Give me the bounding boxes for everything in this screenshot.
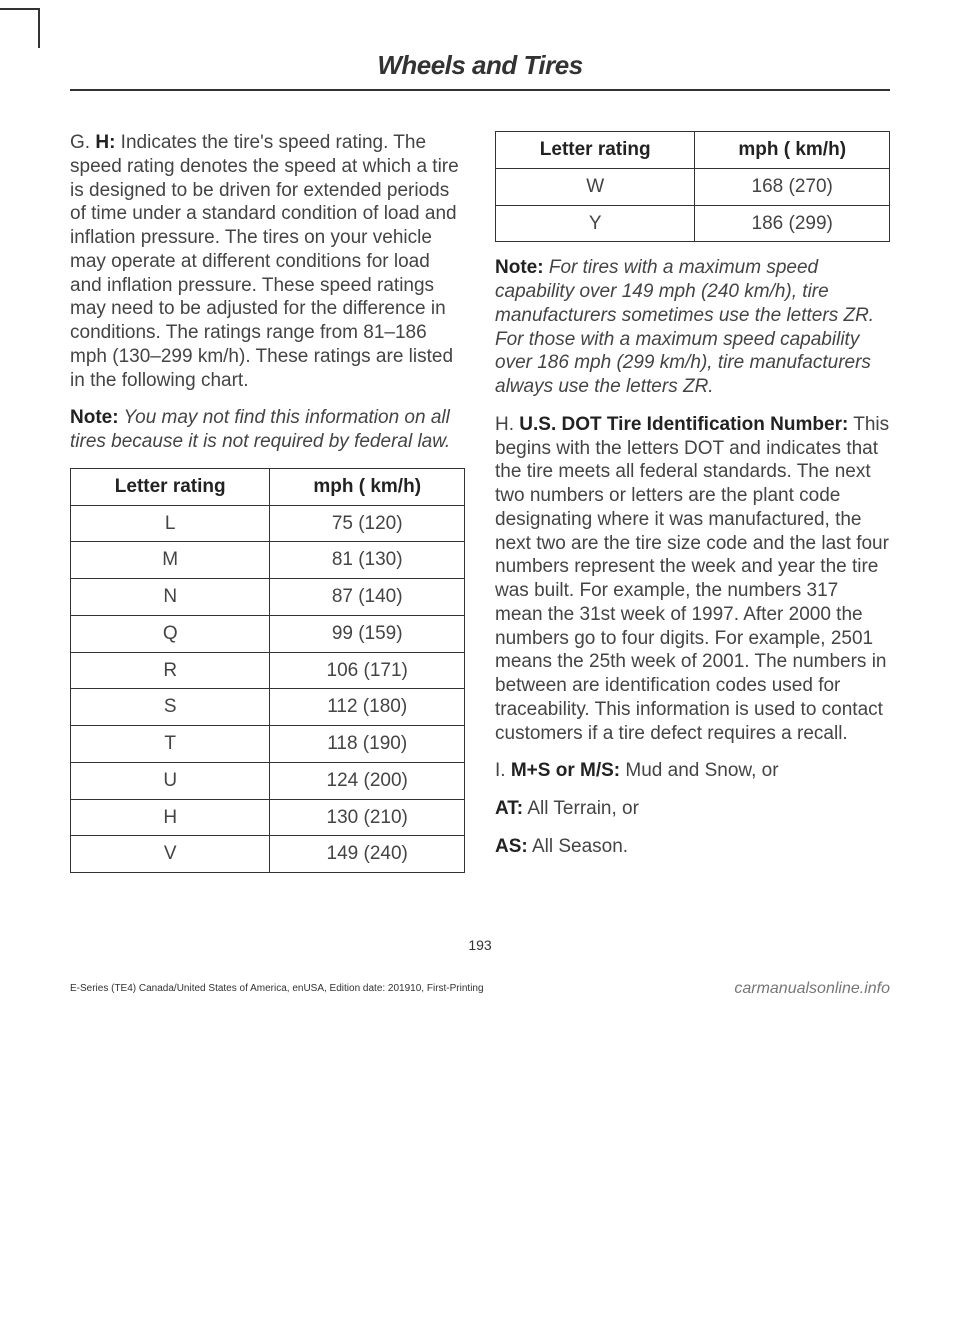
cell: 87 (140) xyxy=(270,579,465,616)
cell: T xyxy=(71,726,270,763)
page-title: Wheels and Tires xyxy=(70,50,890,91)
at-bold: AT: xyxy=(495,798,523,819)
cell: V xyxy=(71,836,270,873)
table-row: S112 (180) xyxy=(71,689,465,726)
para-at: AT: All Terrain, or xyxy=(495,797,890,821)
para-g-text: Indicates the tire's speed rating. The s… xyxy=(70,132,459,391)
th-mph: mph ( km/h) xyxy=(270,468,465,505)
th-letter: Letter rating xyxy=(496,132,695,169)
table-row: V149 (240) xyxy=(71,836,465,873)
para-h-bold: U.S. DOT Tire Identification Number: xyxy=(519,414,848,435)
speed-table-left: Letter rating mph ( km/h) L75 (120) M81 … xyxy=(70,468,465,873)
cell: U xyxy=(71,762,270,799)
para-i-text: Mud and Snow, or xyxy=(620,760,778,781)
th-letter: Letter rating xyxy=(71,468,270,505)
cell: Q xyxy=(71,615,270,652)
table-row: Y186 (299) xyxy=(496,205,890,242)
speed-table-right: Letter rating mph ( km/h) W168 (270) Y18… xyxy=(495,131,890,242)
table-row: N87 (140) xyxy=(71,579,465,616)
cell: W xyxy=(496,168,695,205)
cell: 130 (210) xyxy=(270,799,465,836)
cell: 75 (120) xyxy=(270,505,465,542)
para-h: H. U.S. DOT Tire Identification Number: … xyxy=(495,413,890,746)
th-mph: mph ( km/h) xyxy=(695,132,890,169)
table-row: M81 (130) xyxy=(71,542,465,579)
cell: R xyxy=(71,652,270,689)
cell: S xyxy=(71,689,270,726)
para-i-prefix: I. xyxy=(495,760,511,781)
cell: 112 (180) xyxy=(270,689,465,726)
table-row: L75 (120) xyxy=(71,505,465,542)
para-as: AS: All Season. xyxy=(495,835,890,859)
cell: 106 (171) xyxy=(270,652,465,689)
cell: L xyxy=(71,505,270,542)
as-bold: AS: xyxy=(495,836,528,857)
cell: 118 (190) xyxy=(270,726,465,763)
para-g: G. H: Indicates the tire's speed rating.… xyxy=(70,131,465,392)
para-i: I. M+S or M/S: Mud and Snow, or xyxy=(495,759,890,783)
table-row: Q99 (159) xyxy=(71,615,465,652)
para-h-prefix: H. xyxy=(495,414,519,435)
cell: 186 (299) xyxy=(695,205,890,242)
note-right-text: For tires with a maximum speed capabilit… xyxy=(495,257,874,397)
table-row: R106 (171) xyxy=(71,652,465,689)
cell: H xyxy=(71,799,270,836)
note-left-text: You may not find this information on all… xyxy=(70,407,450,452)
as-text: All Season. xyxy=(528,836,628,857)
note-left-bold: Note: xyxy=(70,407,119,428)
cell: 168 (270) xyxy=(695,168,890,205)
cell: 124 (200) xyxy=(270,762,465,799)
para-g-prefix: G. xyxy=(70,132,95,153)
page-number: 193 xyxy=(70,937,890,953)
para-g-bold: H: xyxy=(95,132,115,153)
para-i-bold: M+S or M/S: xyxy=(511,760,620,781)
cell: M xyxy=(71,542,270,579)
right-column: Letter rating mph ( km/h) W168 (270) Y18… xyxy=(495,131,890,887)
cell: 99 (159) xyxy=(270,615,465,652)
table-row: U124 (200) xyxy=(71,762,465,799)
note-left: Note: You may not find this information … xyxy=(70,406,465,454)
corner-mark xyxy=(0,8,40,48)
note-right-bold: Note: xyxy=(495,257,544,278)
cell: 149 (240) xyxy=(270,836,465,873)
table-row: T118 (190) xyxy=(71,726,465,763)
left-column: G. H: Indicates the tire's speed rating.… xyxy=(70,131,465,887)
at-text: All Terrain, or xyxy=(523,798,639,819)
cell: Y xyxy=(496,205,695,242)
table-row: H130 (210) xyxy=(71,799,465,836)
note-right: Note: For tires with a maximum speed cap… xyxy=(495,256,890,399)
cell: N xyxy=(71,579,270,616)
table-row: W168 (270) xyxy=(496,168,890,205)
para-h-text: This begins with the letters DOT and ind… xyxy=(495,414,889,744)
cell: 81 (130) xyxy=(270,542,465,579)
